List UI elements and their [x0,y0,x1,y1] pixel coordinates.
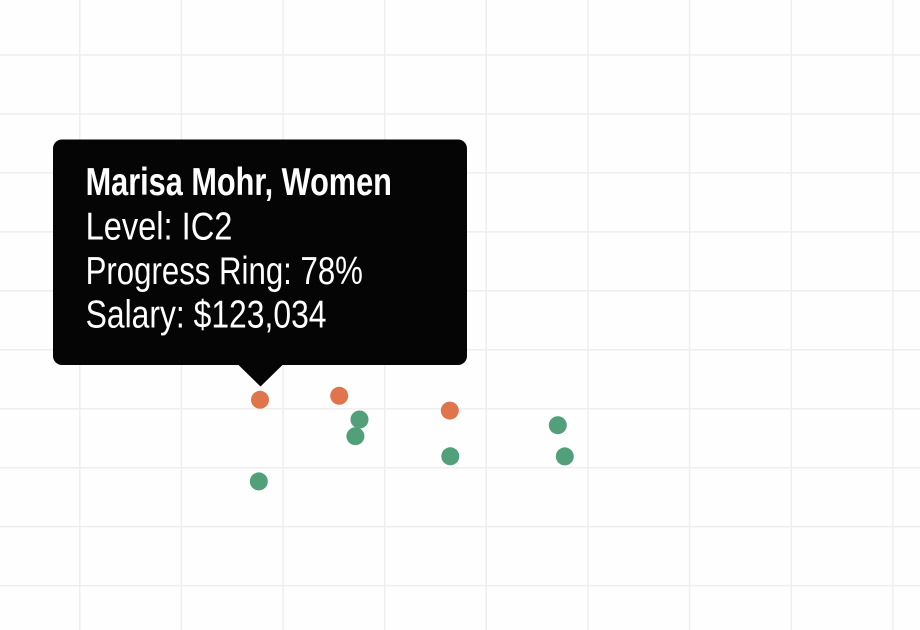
svg-text:Marisa Mohr, Women: Marisa Mohr, Women [86,161,392,204]
svg-text:Level: IC2: Level: IC2 [86,204,233,248]
svg-text:Salary: $123,034: Salary: $123,034 [86,292,327,336]
svg-text:Progress Ring: 78%: Progress Ring: 78% [86,250,363,293]
